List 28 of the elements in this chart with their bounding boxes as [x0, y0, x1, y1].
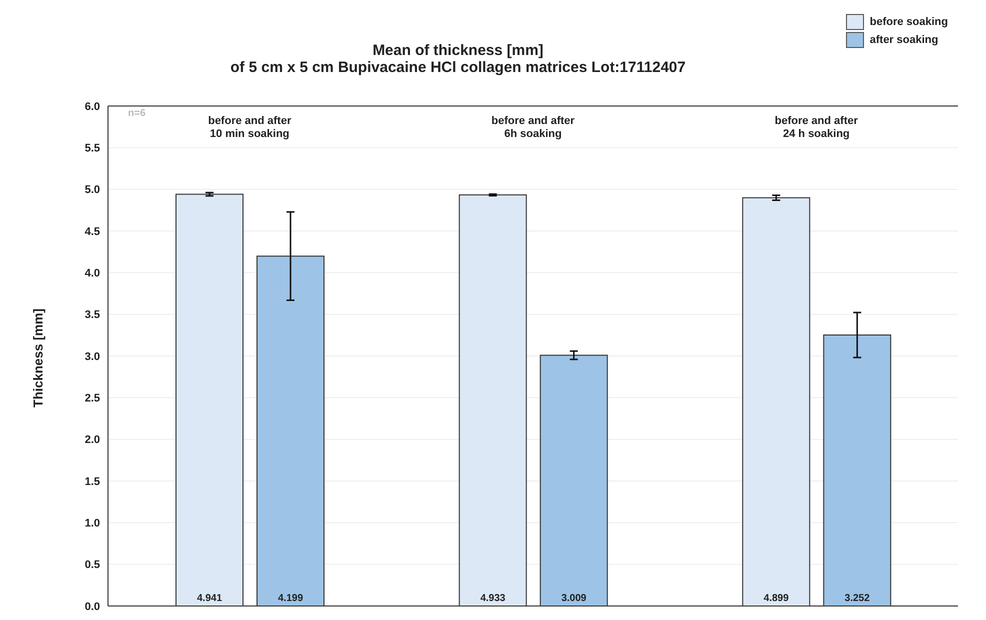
y-tick-label: 3.5 — [84, 309, 100, 322]
x-tick-label: before and after 6h soaking — [491, 115, 576, 140]
y-tick-label: 4.5 — [84, 226, 100, 238]
data-label: 3.009 — [561, 593, 587, 604]
y-tick-label: 4.0 — [84, 268, 100, 280]
x-tick-label: before and after 10 min soaking — [208, 115, 292, 140]
y-tick-label: 6.0 — [84, 100, 100, 113]
y-tick-label: 3.0 — [84, 350, 100, 363]
y-tick-label: 1.5 — [84, 476, 100, 488]
data-label: 4.941 — [196, 593, 222, 604]
y-tick-label: 0.0 — [84, 600, 100, 613]
y-tick-label: 5.5 — [84, 142, 100, 155]
x-tick-label: before and after 24 h soaking — [774, 115, 859, 140]
y-axis-title: Thickness [mm] — [30, 308, 46, 408]
y-tick-label: 2.0 — [84, 434, 100, 446]
data-label: 3.252 — [844, 593, 870, 604]
data-label: 4.933 — [480, 593, 506, 604]
legend-label: before soaking — [870, 16, 948, 28]
annotation: n=6 — [128, 108, 146, 119]
y-tick-label: 5.0 — [84, 184, 100, 196]
y-tick-label: 1.0 — [84, 518, 100, 530]
chart-subtitle: of 5 cm x 5 cm Bupivacaine HCl collagen matrices Lot:17112407 — [229, 59, 687, 76]
legend-label: after soaking — [870, 34, 938, 46]
y-tick-label: 0.5 — [84, 559, 100, 572]
data-label: 4.199 — [278, 593, 304, 604]
chart-title: Mean of thickness [mm] — [372, 42, 544, 59]
data-label: 4.899 — [764, 593, 790, 604]
y-tick-label: 2.5 — [84, 392, 100, 405]
